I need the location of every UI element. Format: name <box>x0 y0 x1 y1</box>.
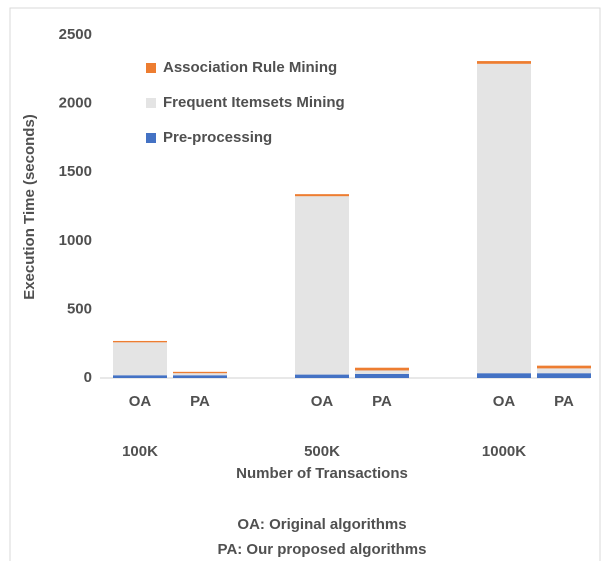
x-tick-label: OA <box>129 393 152 410</box>
group-label: 500K <box>304 443 340 460</box>
bar-segment <box>355 373 409 378</box>
legend-swatch <box>146 98 156 108</box>
note: PA: Our proposed algorithms <box>218 541 427 558</box>
bar-segment <box>113 375 167 378</box>
bar-segment <box>295 374 349 378</box>
bar-segment <box>173 375 227 378</box>
bar-segment <box>173 373 227 376</box>
legend-swatch <box>146 133 156 143</box>
y-axis-label: Execution Time (seconds) <box>21 114 38 300</box>
y-tick-label: 1500 <box>59 163 92 180</box>
bar-segment <box>173 371 227 374</box>
bar-segment <box>537 365 591 369</box>
bar-segment <box>537 373 591 378</box>
x-tick-label: PA <box>372 393 392 410</box>
y-tick-label: 2000 <box>59 95 92 112</box>
bar-segment <box>477 61 531 64</box>
y-tick-label: 1000 <box>59 232 92 249</box>
x-tick-label: PA <box>554 393 574 410</box>
bar-segment <box>113 342 167 376</box>
chart-frame <box>9 7 601 561</box>
bar-segment <box>477 63 531 374</box>
legend-label: Association Rule Mining <box>163 59 337 76</box>
group-label: 100K <box>122 443 158 460</box>
bar-segment <box>477 373 531 378</box>
y-tick-label: 500 <box>67 300 92 317</box>
x-tick-label: PA <box>190 393 210 410</box>
y-tick-label: 2500 <box>59 26 92 43</box>
x-tick-label: OA <box>493 393 516 410</box>
bar-segment <box>113 340 167 343</box>
note: OA: Original algorithms <box>237 516 406 533</box>
legend-label: Frequent Itemsets Mining <box>163 94 345 111</box>
bar-segment <box>537 368 591 374</box>
y-tick-label: 0 <box>84 369 92 386</box>
bar-segment <box>355 367 409 371</box>
bar-segment <box>295 194 349 197</box>
bar-segment <box>295 196 349 375</box>
bar-segment <box>355 370 409 374</box>
legend-swatch <box>146 63 156 73</box>
legend-label: Pre-processing <box>163 129 272 146</box>
x-tick-label: OA <box>311 393 334 410</box>
group-label: 1000K <box>482 443 526 460</box>
x-axis-label: Number of Transactions <box>236 465 408 482</box>
